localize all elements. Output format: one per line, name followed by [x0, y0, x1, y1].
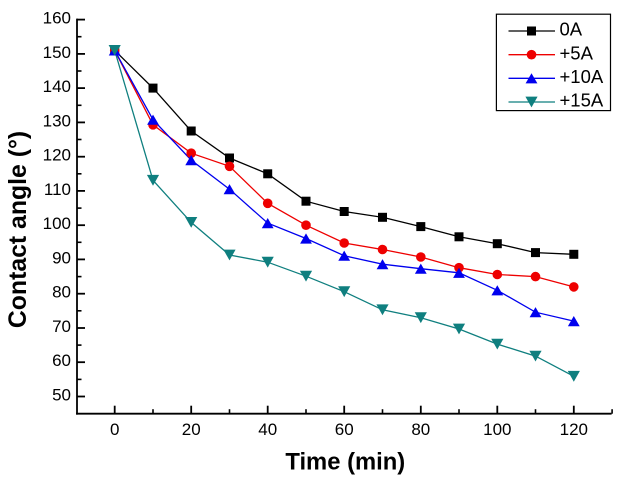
svg-text:160: 160: [43, 9, 71, 28]
svg-text:+5A: +5A: [560, 42, 594, 63]
svg-text:110: 110: [44, 180, 71, 199]
svg-text:70: 70: [52, 317, 71, 336]
svg-text:50: 50: [52, 386, 71, 405]
svg-text:+10A: +10A: [560, 66, 604, 87]
svg-text:60: 60: [335, 420, 354, 439]
svg-text:140: 140: [43, 77, 71, 96]
svg-text:90: 90: [52, 248, 71, 267]
svg-text:120: 120: [43, 146, 71, 165]
svg-text:0A: 0A: [560, 19, 583, 40]
svg-text:80: 80: [411, 420, 430, 439]
svg-text:20: 20: [182, 420, 201, 439]
svg-text:120: 120: [560, 420, 588, 439]
svg-text:150: 150: [43, 43, 71, 62]
svg-text:Time (min): Time (min): [285, 449, 405, 476]
svg-text:100: 100: [483, 420, 511, 439]
svg-text:40: 40: [258, 420, 277, 439]
svg-text:Contact angle (°): Contact angle (°): [5, 131, 32, 328]
svg-text:130: 130: [43, 111, 71, 130]
svg-text:+15A: +15A: [560, 90, 604, 111]
svg-text:100: 100: [43, 214, 71, 233]
svg-text:60: 60: [52, 351, 71, 370]
svg-text:0: 0: [110, 420, 119, 439]
svg-text:80: 80: [52, 283, 71, 302]
